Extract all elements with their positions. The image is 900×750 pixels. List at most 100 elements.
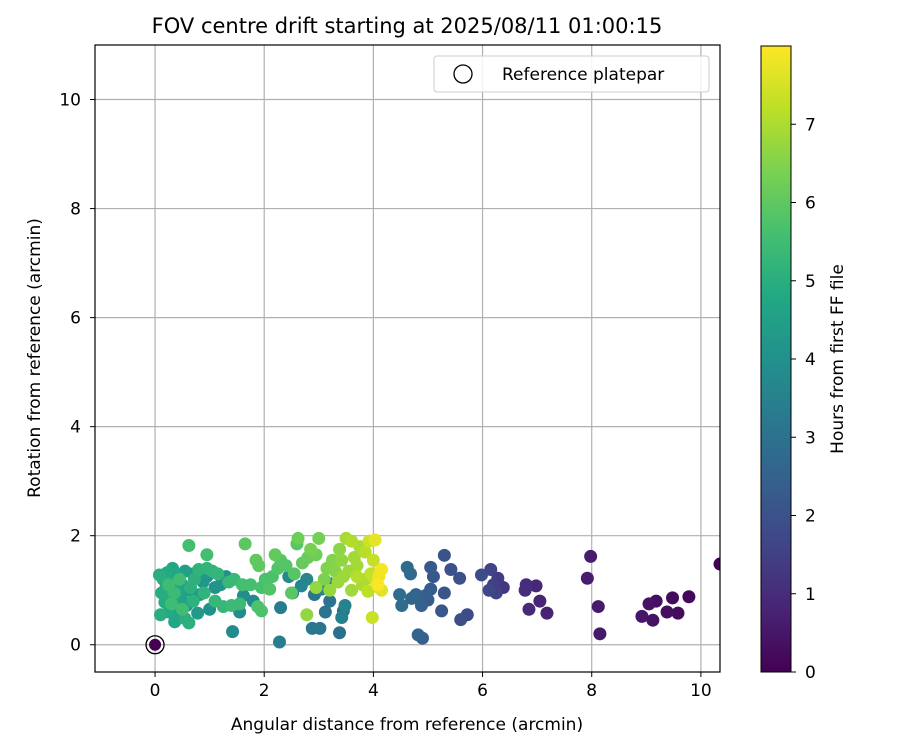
colorbar-tick-label: 7 <box>805 115 816 135</box>
scatter-point <box>405 591 419 605</box>
scatter-point <box>345 534 359 548</box>
scatter-point <box>518 583 532 597</box>
scatter-point <box>454 613 468 627</box>
scatter-point <box>268 548 282 562</box>
scatter-point <box>182 616 196 630</box>
x-tick-label: 0 <box>150 681 161 701</box>
reference-point-dot <box>149 638 162 651</box>
scatter-point <box>533 594 547 608</box>
colorbar: 0 1 2 3 4 5 6 7 Hours from first FF file <box>760 45 848 683</box>
scatter-point <box>368 533 382 547</box>
scatter-point <box>335 553 349 567</box>
y-tick-label: 0 <box>70 636 81 656</box>
scatter-point <box>300 608 314 622</box>
colorbar-ticks: 0 1 2 3 4 5 6 7 <box>791 115 816 683</box>
scatter-point <box>529 579 543 593</box>
legend-box <box>433 55 710 93</box>
y-tick-label: 2 <box>70 527 81 547</box>
scatter-point <box>152 568 166 582</box>
scatter-point <box>682 590 696 604</box>
colorbar-tick-label: 4 <box>805 350 816 370</box>
scatter-point <box>584 549 598 563</box>
scatter-point <box>325 553 339 567</box>
scatter-point <box>318 605 332 619</box>
scatter-point <box>200 548 214 562</box>
y-tick-label: 10 <box>59 91 81 111</box>
colorbar-tick-label: 2 <box>805 507 816 527</box>
scatter-point <box>312 531 326 545</box>
scatter-point <box>540 606 554 620</box>
colorbar-gradient <box>760 45 792 673</box>
x-tick-label: 8 <box>586 681 597 701</box>
colorbar-tick-label: 0 <box>805 663 816 683</box>
scatter-point <box>593 627 607 641</box>
scatter-points <box>152 531 720 649</box>
scatter-point <box>361 584 375 598</box>
scatter-point <box>305 621 319 635</box>
scatter-point <box>272 635 286 649</box>
scatter-point <box>444 562 458 576</box>
y-tick-label: 4 <box>70 418 81 438</box>
x-axis-ticks: 0 2 4 6 8 10 <box>150 672 712 701</box>
scatter-point <box>285 586 299 600</box>
scatter-point <box>317 572 331 586</box>
scatter-point <box>437 586 451 600</box>
scatter-point <box>154 608 168 622</box>
scatter-point <box>435 604 449 618</box>
scatter-point <box>350 559 364 573</box>
x-tick-label: 10 <box>690 681 712 701</box>
scatter-point <box>226 625 240 639</box>
scatter-point <box>371 578 385 592</box>
scatter-point <box>323 583 337 597</box>
scatter-point <box>666 591 680 605</box>
x-tick-label: 2 <box>259 681 270 701</box>
x-axis-label: Angular distance from reference (arcmin) <box>231 715 583 735</box>
scatter-point <box>211 567 225 581</box>
scatter-point <box>375 562 389 576</box>
scatter-point <box>522 602 536 616</box>
scatter-point <box>474 568 488 582</box>
scatter-point <box>671 606 685 620</box>
scatter-point <box>358 545 372 559</box>
scatter-point <box>164 597 178 611</box>
colorbar-tick-label: 1 <box>805 585 816 605</box>
scatter-point <box>168 615 182 629</box>
scatter-point <box>291 531 305 545</box>
scatter-point <box>366 553 380 567</box>
colorbar-tick-label: 6 <box>805 194 816 214</box>
scatter-point <box>294 579 308 593</box>
scatter-point <box>437 548 451 562</box>
y-axis-label: Rotation from reference (arcmin) <box>25 218 45 498</box>
colorbar-label: Hours from first FF file <box>828 264 848 454</box>
scatter-point <box>175 602 189 616</box>
scatter-point <box>393 588 407 602</box>
y-axis-ticks: 0 2 4 6 8 10 <box>59 91 95 656</box>
scatter-point <box>191 606 205 620</box>
scatter-point <box>274 601 288 615</box>
scatter-point <box>182 539 196 553</box>
scatter-point <box>646 613 660 627</box>
scatter-point <box>338 598 352 612</box>
scatter-point <box>173 572 187 586</box>
scatter-point <box>635 609 649 623</box>
scatter-point <box>591 600 605 614</box>
legend-marker-reference <box>453 64 473 84</box>
scatter-point <box>414 598 428 612</box>
scatter-point <box>304 542 318 556</box>
scatter-point <box>642 597 656 611</box>
scatter-point <box>400 560 414 574</box>
x-tick-label: 4 <box>368 681 379 701</box>
scatter-point <box>233 597 247 611</box>
scatter-point <box>287 567 301 581</box>
scatter-point <box>713 557 720 571</box>
scatter-point <box>395 598 409 612</box>
scatter-point <box>424 560 438 574</box>
scatter-point <box>335 610 349 624</box>
scatter-point <box>254 604 268 618</box>
x-tick-label: 6 <box>477 681 488 701</box>
legend-label-reference: Reference platepar <box>502 65 664 85</box>
scatter-point <box>453 571 467 585</box>
scatter-point <box>263 582 277 596</box>
scatter-point <box>162 578 176 592</box>
